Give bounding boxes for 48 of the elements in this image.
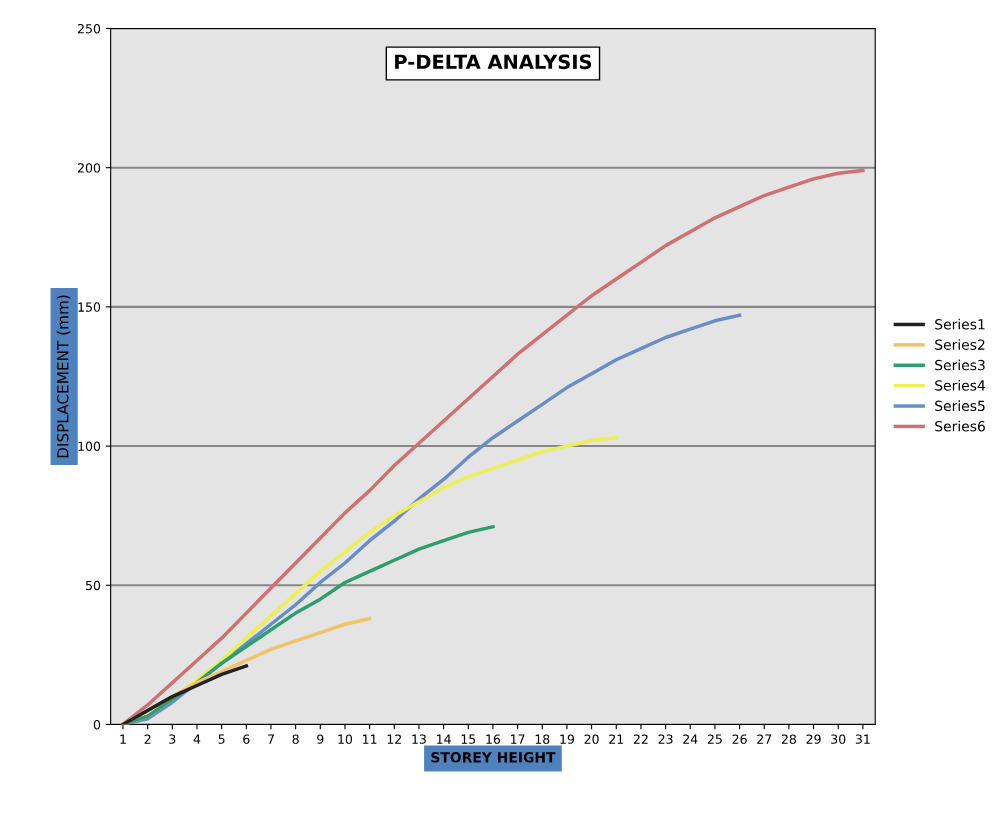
x-tick-label: 17 — [511, 734, 525, 744]
y-tick-label: 50 — [86, 580, 101, 591]
x-tick-label: 8 — [292, 734, 299, 744]
x-axis-title: STOREY HEIGHT — [431, 752, 556, 763]
x-tick-label: 16 — [486, 734, 501, 744]
legend-label: Series1 — [935, 318, 985, 330]
x-tick-label: 21 — [609, 734, 624, 744]
text: P-DELTA ANALYSIS — [395, 54, 592, 70]
x-tick-label: 7 — [268, 734, 274, 744]
x-tick-label: 30 — [831, 734, 846, 744]
x-tick-label: 23 — [658, 734, 673, 744]
x-tick-label: 11 — [363, 734, 377, 744]
x-tick-label: 2 — [144, 734, 151, 744]
x-tick-label: 24 — [683, 734, 698, 744]
legend-label: Series4 — [935, 379, 986, 391]
x-tick-label: 31 — [855, 734, 870, 744]
line-series — [121, 168, 865, 725]
x-tick-label: 18 — [535, 734, 550, 744]
y-tick-label: 100 — [78, 441, 101, 451]
legend-label: Series5 — [935, 400, 985, 412]
x-tick-label: 14 — [437, 734, 451, 744]
x-tick-label: 25 — [707, 734, 722, 744]
x-tick-label: 28 — [781, 734, 796, 744]
x-tick-label: 6 — [243, 734, 250, 744]
legend-label: Series6 — [935, 420, 985, 432]
x-tick-label: 20 — [584, 734, 599, 744]
x-tick-label: 12 — [387, 734, 401, 744]
x-tick-label: 10 — [338, 734, 353, 744]
y-axis-title: DISPLACEMENT (mm) — [56, 295, 71, 458]
line-series — [121, 664, 249, 725]
x-tick-label: 19 — [560, 734, 574, 744]
legend-label: Series2 — [935, 339, 985, 350]
x-tick-label: 3 — [169, 734, 176, 744]
x-tick-label: 15 — [461, 734, 476, 744]
x-tick-label: 1 — [120, 734, 126, 744]
y-tick-label: 150 — [78, 302, 101, 312]
x-tick-label: 4 — [193, 734, 201, 744]
x-tick-label: 5 — [218, 734, 225, 744]
legend-label: Series3 — [935, 359, 985, 371]
y-tick-label: 250 — [77, 23, 101, 34]
x-tick-label: 26 — [732, 734, 747, 744]
x-tick-label: 9 — [317, 734, 324, 744]
x-tick-label: 29 — [806, 734, 821, 744]
x-tick-label: 27 — [757, 734, 772, 744]
y-tick-label: 0 — [93, 719, 101, 730]
x-tick-label: 22 — [633, 734, 648, 744]
x-tick-label: 13 — [412, 734, 426, 744]
y-tick-label: 200 — [77, 163, 101, 173]
